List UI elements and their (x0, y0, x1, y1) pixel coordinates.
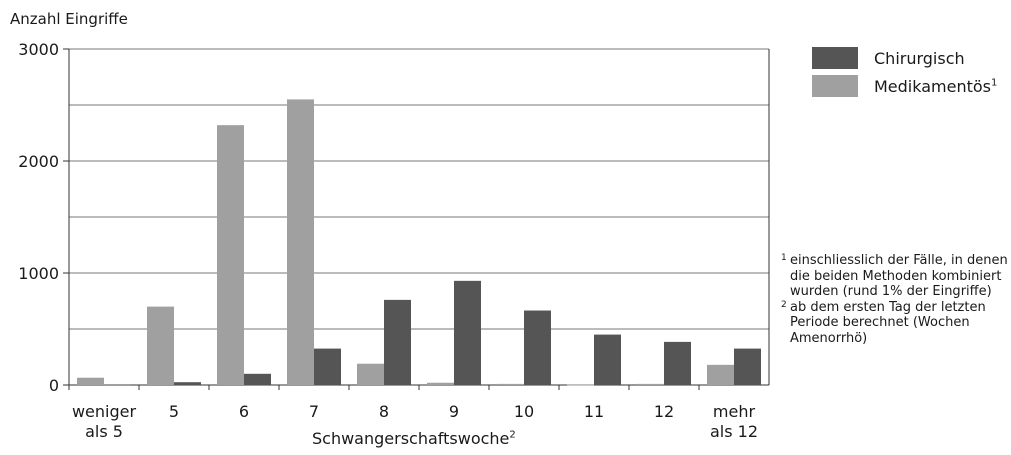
x-tick-label: als 12 (710, 422, 758, 441)
bar-medikamentoes (637, 383, 664, 385)
bar-medikamentoes (357, 363, 384, 385)
x-tick-label: 8 (379, 402, 389, 421)
footnotes: 1 einschliesslich der Fälle, in denen di… (781, 253, 1009, 347)
bar-medikamentoes (707, 364, 734, 385)
footnote-1-text: einschliesslich der Fälle, in denen die … (790, 253, 1008, 300)
bar-chirurgisch (384, 299, 411, 385)
bar-medikamentoes (427, 382, 454, 385)
y-tick-label: 0 (49, 376, 59, 395)
x-tick-label: weniger (72, 402, 137, 421)
x-tick-label: 11 (584, 402, 604, 421)
x-axis-title: Schwangerschaftswoche2 (312, 429, 516, 448)
bar-chirurgisch (314, 348, 341, 385)
bar-medikamentoes (147, 306, 174, 385)
bar-medikamentoes (567, 384, 594, 386)
bar-chirurgisch (524, 310, 551, 385)
bar-medikamentoes (497, 383, 524, 385)
legend-swatch-chirurgisch (812, 47, 858, 69)
x-tick-label: 5 (169, 402, 179, 421)
y-tick-label: 2000 (18, 152, 59, 171)
footnote-1: 1 einschliesslich der Fälle, in denen di… (781, 253, 1009, 300)
bar-chirurgisch (594, 334, 621, 385)
legend: Chirurgisch Medikamentös1 (812, 46, 997, 102)
bar-medikamentoes (287, 99, 314, 386)
x-tick-label: als 5 (85, 422, 123, 441)
y-axis-title: Anzahl Eingriffe (10, 10, 128, 28)
bar-chirurgisch (734, 348, 761, 385)
bar-chirurgisch (664, 341, 691, 385)
footnote-2: 2 ab dem ersten Tag der letzten Periode … (781, 300, 1009, 347)
x-tick-label: 6 (239, 402, 249, 421)
bar-chirurgisch (104, 384, 131, 386)
bar-chirurgisch (454, 280, 481, 385)
footnote-2-mark: 2 (781, 299, 787, 310)
x-tick-label: 12 (654, 402, 674, 421)
bar-chirurgisch (174, 382, 201, 385)
legend-label-chirurgisch: Chirurgisch (874, 48, 965, 68)
footnote-2-text: ab dem ersten Tag der letzten Periode be… (790, 299, 986, 346)
legend-label-medikamentoes: Medikamentös1 (874, 76, 998, 96)
x-tick-label: 9 (449, 402, 459, 421)
footnote-1-mark: 1 (781, 253, 787, 263)
y-tick-label: 1000 (18, 264, 59, 283)
x-tick-label: mehr (713, 402, 756, 421)
legend-swatch-medikamentoes (812, 75, 858, 97)
bar-chirurgisch (244, 373, 271, 385)
x-tick-label: 7 (309, 402, 319, 421)
bar-medikamentoes (217, 125, 244, 385)
x-tick-label: 10 (514, 402, 534, 421)
y-tick-label: 3000 (18, 40, 59, 59)
bar-medikamentoes (77, 377, 104, 385)
legend-item-medikamentoes: Medikamentös1 (812, 74, 997, 98)
legend-item-chirurgisch: Chirurgisch (812, 46, 997, 70)
